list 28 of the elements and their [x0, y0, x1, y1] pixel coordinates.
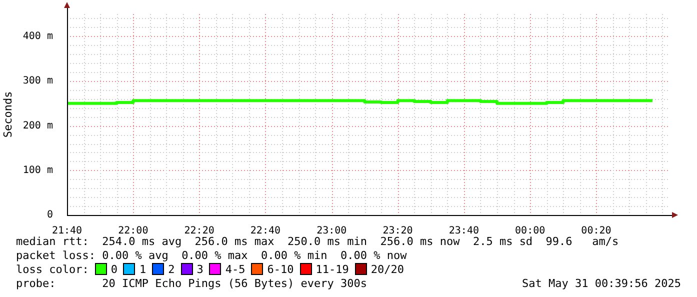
text: median rtt: 254.0 ms avg 256.0 ms max 250.0 ms min 256.0 ms now 2.5 ms sd 99.6 am/s — [16, 235, 619, 248]
legend-label: 1 — [139, 263, 146, 276]
legend-label: 2 — [168, 263, 175, 276]
x-tick-label: 00:20 — [581, 226, 612, 237]
y-axis-title: Seconds — [1, 91, 14, 138]
text: Sat May 31 00:39:56 2025 — [522, 277, 681, 290]
legend-label: 3 — [196, 263, 204, 276]
text: packet loss: 0.00 % avg 0.00 % max 0.00 % min 0.00 % now — [16, 249, 407, 262]
legend-label: 20/20 — [370, 263, 404, 276]
y-tick-label: 400 m — [22, 30, 53, 42]
x-tick-label: 22:20 — [184, 226, 214, 237]
y-tick-label: 300 m — [22, 76, 53, 87]
x-tick-label: 23:00 — [316, 226, 347, 237]
legend-label: 11-19 — [316, 263, 349, 276]
x-tick-label: 22:40 — [250, 226, 281, 237]
y-tick-label: 0 — [46, 210, 53, 221]
text: probe: 20 ICMP Echo Pings (56 Bytes) every 300s — [16, 277, 367, 290]
legend-label: 4-5 — [225, 263, 246, 276]
x-tick-label: 23:40 — [448, 226, 479, 237]
legend-label: 0 — [110, 263, 118, 276]
x-tick-label: 21:40 — [52, 226, 82, 237]
legend-title: loss color: — [16, 263, 89, 276]
y-tick-label: 100 m — [22, 164, 53, 176]
x-tick-label: 00:00 — [515, 226, 546, 237]
legend-label: 6-10 — [267, 263, 294, 276]
x-tick-label: 23:20 — [382, 226, 413, 237]
y-tick-label: 200 m — [22, 120, 53, 132]
x-tick-label: 22:00 — [118, 226, 148, 237]
